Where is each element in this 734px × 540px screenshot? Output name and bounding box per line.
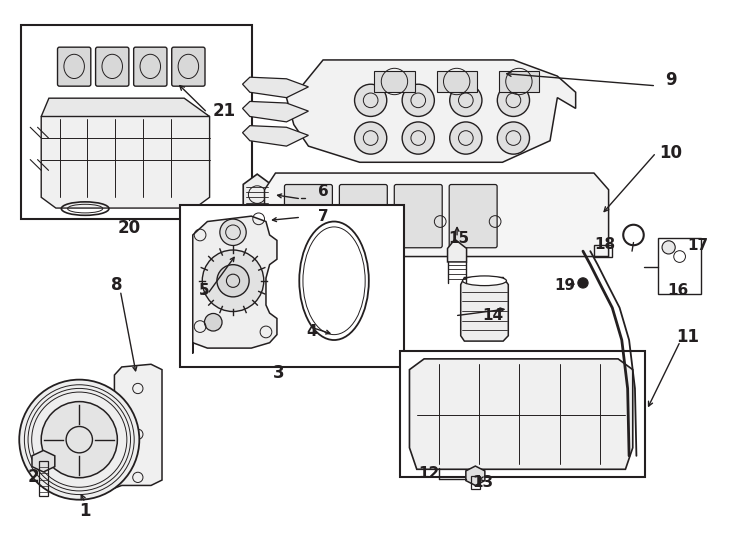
Text: 11: 11: [676, 328, 700, 346]
Polygon shape: [32, 450, 55, 472]
Text: 8: 8: [111, 276, 123, 294]
Circle shape: [220, 219, 246, 246]
Text: 6: 6: [319, 184, 329, 199]
Circle shape: [205, 313, 222, 331]
Text: 21: 21: [213, 102, 236, 120]
Polygon shape: [286, 60, 575, 163]
Bar: [21, 25, 252, 219]
Text: 5: 5: [199, 283, 210, 298]
Polygon shape: [461, 278, 509, 341]
Text: 4: 4: [307, 325, 317, 340]
FancyBboxPatch shape: [57, 47, 91, 86]
Text: 14: 14: [482, 308, 504, 323]
Ellipse shape: [462, 276, 506, 286]
FancyBboxPatch shape: [95, 47, 129, 86]
Polygon shape: [242, 102, 308, 122]
Circle shape: [450, 122, 482, 154]
Polygon shape: [242, 126, 308, 146]
Polygon shape: [264, 173, 608, 256]
Circle shape: [578, 278, 588, 288]
Polygon shape: [410, 359, 633, 469]
Text: 20: 20: [117, 219, 141, 237]
Circle shape: [498, 122, 529, 154]
Circle shape: [217, 265, 249, 297]
Text: 10: 10: [659, 144, 683, 161]
Polygon shape: [193, 216, 277, 354]
Circle shape: [450, 84, 482, 117]
Polygon shape: [466, 466, 485, 485]
Text: 19: 19: [554, 278, 575, 293]
Text: 18: 18: [595, 237, 616, 252]
Bar: [400, 351, 645, 477]
Bar: [658, 238, 701, 294]
Polygon shape: [499, 71, 539, 92]
Circle shape: [355, 122, 387, 154]
Text: 16: 16: [667, 283, 688, 298]
FancyBboxPatch shape: [134, 47, 167, 86]
FancyBboxPatch shape: [172, 47, 205, 86]
Polygon shape: [41, 109, 210, 208]
Circle shape: [402, 84, 435, 117]
Text: 7: 7: [319, 208, 329, 224]
Polygon shape: [437, 71, 477, 92]
Text: 2: 2: [28, 468, 40, 487]
Text: 15: 15: [448, 231, 469, 246]
Bar: [594, 245, 612, 256]
Text: 17: 17: [687, 238, 708, 253]
Circle shape: [498, 84, 529, 117]
Circle shape: [203, 250, 264, 312]
Text: 9: 9: [665, 71, 677, 90]
Polygon shape: [115, 364, 162, 488]
Bar: [471, 476, 480, 489]
FancyBboxPatch shape: [285, 185, 333, 248]
Text: 12: 12: [418, 466, 440, 481]
FancyBboxPatch shape: [394, 185, 442, 248]
Text: 13: 13: [472, 475, 493, 490]
Polygon shape: [374, 71, 415, 92]
FancyBboxPatch shape: [449, 185, 497, 248]
Bar: [39, 461, 48, 496]
Circle shape: [355, 84, 387, 117]
Polygon shape: [41, 98, 210, 117]
Text: 3: 3: [273, 364, 285, 382]
Bar: [181, 205, 404, 367]
Bar: [305, 178, 343, 217]
Polygon shape: [242, 77, 308, 98]
Text: 1: 1: [79, 502, 91, 521]
Circle shape: [19, 380, 139, 500]
Polygon shape: [448, 239, 467, 262]
Circle shape: [662, 241, 675, 254]
Circle shape: [402, 122, 435, 154]
FancyBboxPatch shape: [339, 185, 388, 248]
Polygon shape: [243, 174, 271, 215]
Circle shape: [41, 402, 117, 478]
